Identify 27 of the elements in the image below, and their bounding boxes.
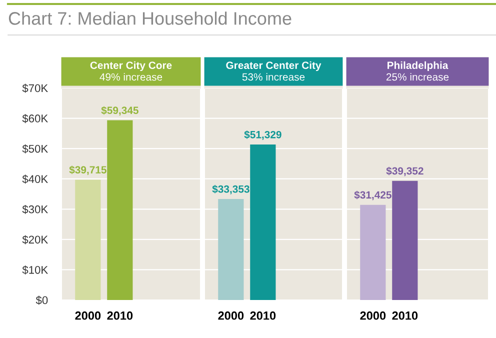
y-tick-label: $50K xyxy=(22,144,48,154)
x-tick-label: 2010 xyxy=(392,311,418,320)
x-tick-label: 2010 xyxy=(250,311,276,320)
y-tick-label: $10K xyxy=(22,266,48,275)
x-tick-label: 2000 xyxy=(218,311,244,320)
data-label: $33,353 xyxy=(212,184,250,194)
chart-title: Greater Center City xyxy=(226,61,322,72)
x-tick-label: 2000 xyxy=(75,311,101,320)
data-label: $31,425 xyxy=(354,190,392,200)
y-tick-label: $20K xyxy=(22,235,48,244)
data-label: $39,715 xyxy=(69,166,106,176)
y-tick-label: $30K xyxy=(22,204,48,214)
y-tick-label: $70K xyxy=(22,84,48,93)
x-tick-label: 2000 xyxy=(360,311,386,320)
chart-subtitle: 49% increase xyxy=(100,73,162,81)
y-tick-label: $40K xyxy=(22,174,48,184)
x-tick-label: 2010 xyxy=(107,311,133,320)
chart-title: Philadelphia xyxy=(388,61,448,72)
chart-title: Center City Core xyxy=(90,61,172,72)
data-label: $59,345 xyxy=(101,106,138,116)
y-tick-label: $60K xyxy=(22,114,48,124)
y-tick-label: $0 xyxy=(36,296,48,305)
data-label: $39,352 xyxy=(386,166,424,176)
caption: Chart 7: Median Household Income xyxy=(8,12,292,25)
chart-subtitle: 53% increase xyxy=(242,73,305,81)
data-label: $51,329 xyxy=(244,130,282,140)
chart-subtitle: 25% increase xyxy=(386,73,449,81)
